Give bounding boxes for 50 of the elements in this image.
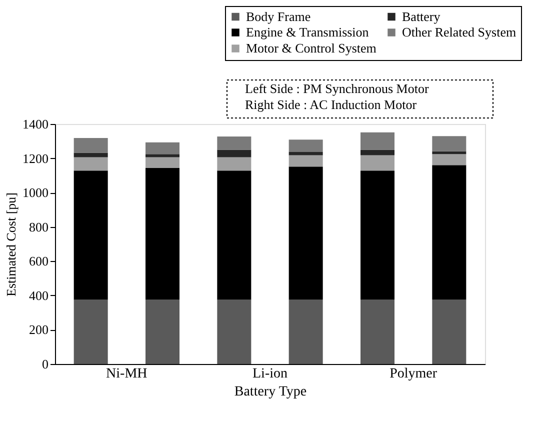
bar: [360, 132, 394, 150]
bar: [288, 300, 323, 364]
bar: [217, 157, 252, 171]
bar: [217, 300, 252, 364]
y-tick-label: 600: [29, 254, 48, 269]
bar: [432, 300, 466, 364]
bar: [288, 166, 323, 300]
x-tick-label: Ni-MH: [106, 366, 148, 382]
bar: [360, 155, 394, 171]
legend-label: Body Frame: [246, 8, 311, 24]
bar: [288, 155, 323, 167]
legend-label: Battery: [402, 8, 441, 24]
bar: [432, 136, 466, 152]
text: Right Side : AC Induction Motor: [245, 97, 418, 112]
bar: [74, 138, 108, 153]
bar: [217, 150, 252, 158]
bar: [360, 170, 394, 300]
bar: [217, 136, 252, 150]
bar: [360, 300, 394, 364]
bar: [217, 170, 252, 300]
bar: [146, 154, 180, 158]
bar: [74, 170, 108, 300]
bar: [288, 140, 323, 152]
bar: [74, 157, 108, 171]
bar: [74, 300, 108, 364]
bar: [288, 152, 323, 156]
x-tick-label: Polymer: [390, 366, 438, 382]
bar: [146, 300, 180, 364]
y-axis-title: Estimated Cost [pu]: [4, 192, 18, 296]
y-tick-label: 0: [42, 356, 48, 372]
bar: [432, 165, 466, 300]
bar: [146, 157, 180, 168]
y-tick-label: 400: [29, 288, 48, 303]
bar: [360, 150, 394, 156]
y-tick-label: 1000: [22, 185, 48, 200]
bar: [432, 151, 466, 154]
legend-label: Motor & Control System: [246, 40, 376, 56]
text: Left Side : PM Synchronous Motor: [245, 81, 430, 96]
bar: [432, 154, 466, 166]
bar: [146, 168, 180, 300]
x-tick-label: Li-ion: [252, 366, 288, 382]
y-tick-label: 800: [29, 219, 48, 234]
bar: [74, 152, 108, 158]
y-tick-label: 1200: [22, 150, 48, 166]
bar: [146, 142, 180, 154]
x-axis-title: Battery Type: [234, 384, 307, 400]
legend-label: Other Related System: [402, 24, 516, 40]
y-tick-label: 200: [29, 322, 48, 338]
y-tick-label: 1400: [22, 116, 48, 132]
legend-label: Engine & Transmission: [246, 24, 370, 40]
